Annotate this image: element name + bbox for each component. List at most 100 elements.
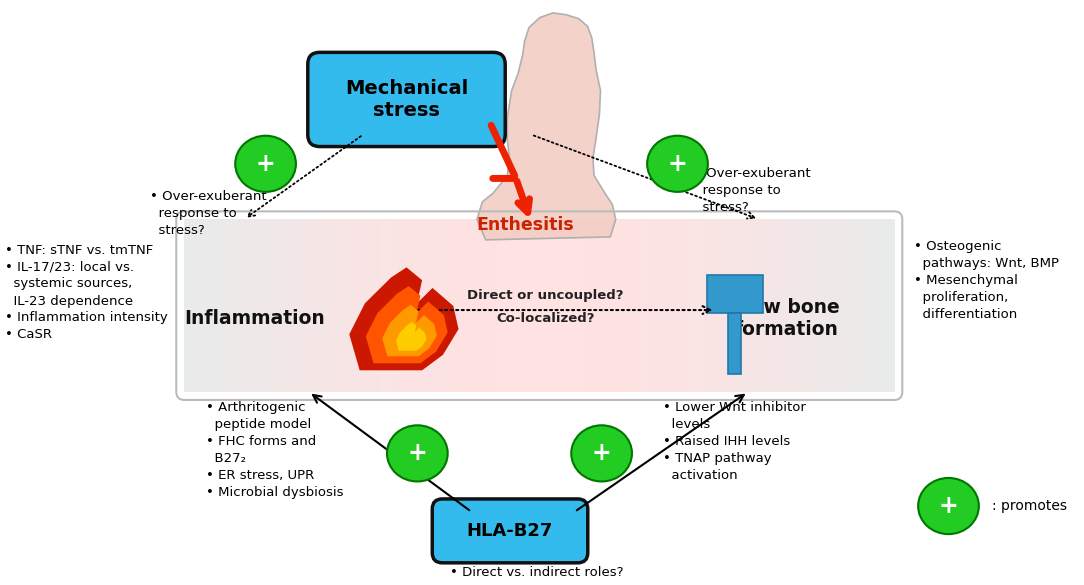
Bar xyxy=(563,219,570,392)
Bar xyxy=(356,219,363,392)
Text: Co-localized?: Co-localized? xyxy=(496,312,594,325)
Bar xyxy=(728,219,736,392)
Bar xyxy=(622,219,629,392)
Bar xyxy=(190,219,197,392)
Bar xyxy=(362,219,369,392)
Bar xyxy=(752,219,759,392)
Bar xyxy=(658,219,664,392)
Bar xyxy=(605,219,611,392)
Bar xyxy=(256,219,262,392)
Bar xyxy=(480,219,487,392)
Bar xyxy=(379,219,387,392)
Bar xyxy=(202,219,209,392)
Bar xyxy=(782,219,789,392)
Bar xyxy=(302,219,310,392)
Text: +: + xyxy=(939,494,958,518)
Bar xyxy=(865,219,872,392)
Bar xyxy=(870,219,878,392)
Polygon shape xyxy=(728,313,741,374)
Bar xyxy=(569,219,576,392)
Bar xyxy=(528,219,534,392)
Ellipse shape xyxy=(235,136,296,192)
Bar xyxy=(711,219,718,392)
Bar xyxy=(456,219,463,392)
FancyBboxPatch shape xyxy=(707,275,763,313)
Bar xyxy=(859,219,866,392)
Bar xyxy=(196,219,203,392)
Bar xyxy=(486,219,493,392)
Bar xyxy=(261,219,268,392)
Bar xyxy=(681,219,688,392)
Bar xyxy=(699,219,706,392)
Bar xyxy=(533,219,540,392)
Bar xyxy=(433,219,440,392)
Bar xyxy=(314,219,321,392)
Bar xyxy=(640,219,647,392)
Bar xyxy=(208,219,215,392)
Polygon shape xyxy=(365,286,448,363)
Bar xyxy=(675,219,682,392)
Bar xyxy=(279,219,286,392)
Bar xyxy=(817,219,824,392)
Text: • Arthritogenic
  peptide model
• FHC forms and
  B27₂
• ER stress, UPR
• Microb: • Arthritogenic peptide model • FHC form… xyxy=(206,401,344,499)
Bar xyxy=(610,219,617,392)
Bar xyxy=(545,219,552,392)
Bar xyxy=(841,219,848,392)
Bar xyxy=(628,219,635,392)
Bar xyxy=(498,219,505,392)
Bar xyxy=(693,219,700,392)
Bar xyxy=(793,219,801,392)
Polygon shape xyxy=(396,322,426,351)
Bar xyxy=(297,219,304,392)
Bar xyxy=(687,219,694,392)
Bar xyxy=(509,219,517,392)
Bar xyxy=(717,219,724,392)
Bar xyxy=(409,219,416,392)
Bar xyxy=(705,219,712,392)
Polygon shape xyxy=(477,13,616,240)
Bar xyxy=(267,219,274,392)
Bar xyxy=(598,219,605,392)
Bar xyxy=(581,219,588,392)
Bar xyxy=(651,219,659,392)
Text: +: + xyxy=(408,441,427,466)
Bar xyxy=(184,219,191,392)
Text: +: + xyxy=(592,441,611,466)
Bar xyxy=(593,219,599,392)
Bar xyxy=(586,219,594,392)
Bar xyxy=(249,219,256,392)
Bar xyxy=(492,219,499,392)
Bar xyxy=(403,219,410,392)
Bar xyxy=(889,219,895,392)
Bar xyxy=(551,219,558,392)
Bar xyxy=(386,219,392,392)
Bar xyxy=(747,219,753,392)
Bar xyxy=(214,219,221,392)
Bar xyxy=(557,219,564,392)
Bar xyxy=(220,219,227,392)
Bar xyxy=(291,219,298,392)
Bar xyxy=(321,219,327,392)
Bar xyxy=(244,219,250,392)
Text: • Direct vs. indirect roles?: • Direct vs. indirect roles? xyxy=(450,566,623,579)
Bar xyxy=(237,219,245,392)
Bar xyxy=(800,219,806,392)
Bar xyxy=(350,219,357,392)
Bar xyxy=(415,219,422,392)
Bar xyxy=(805,219,813,392)
Bar xyxy=(521,219,529,392)
Polygon shape xyxy=(383,305,437,356)
Bar xyxy=(723,219,730,392)
Bar xyxy=(468,219,475,392)
FancyBboxPatch shape xyxy=(308,52,505,147)
Bar xyxy=(634,219,641,392)
Text: • Lower Wnt inhibitor
  levels
• Raised IHH levels
• TNAP pathway
  activation: • Lower Wnt inhibitor levels • Raised IH… xyxy=(663,401,806,481)
Bar xyxy=(332,219,339,392)
Text: Inflammation: Inflammation xyxy=(184,309,325,328)
Bar xyxy=(463,219,469,392)
Bar xyxy=(824,219,830,392)
Bar xyxy=(758,219,765,392)
Bar xyxy=(326,219,333,392)
Bar xyxy=(451,219,457,392)
Text: +: + xyxy=(256,152,275,176)
